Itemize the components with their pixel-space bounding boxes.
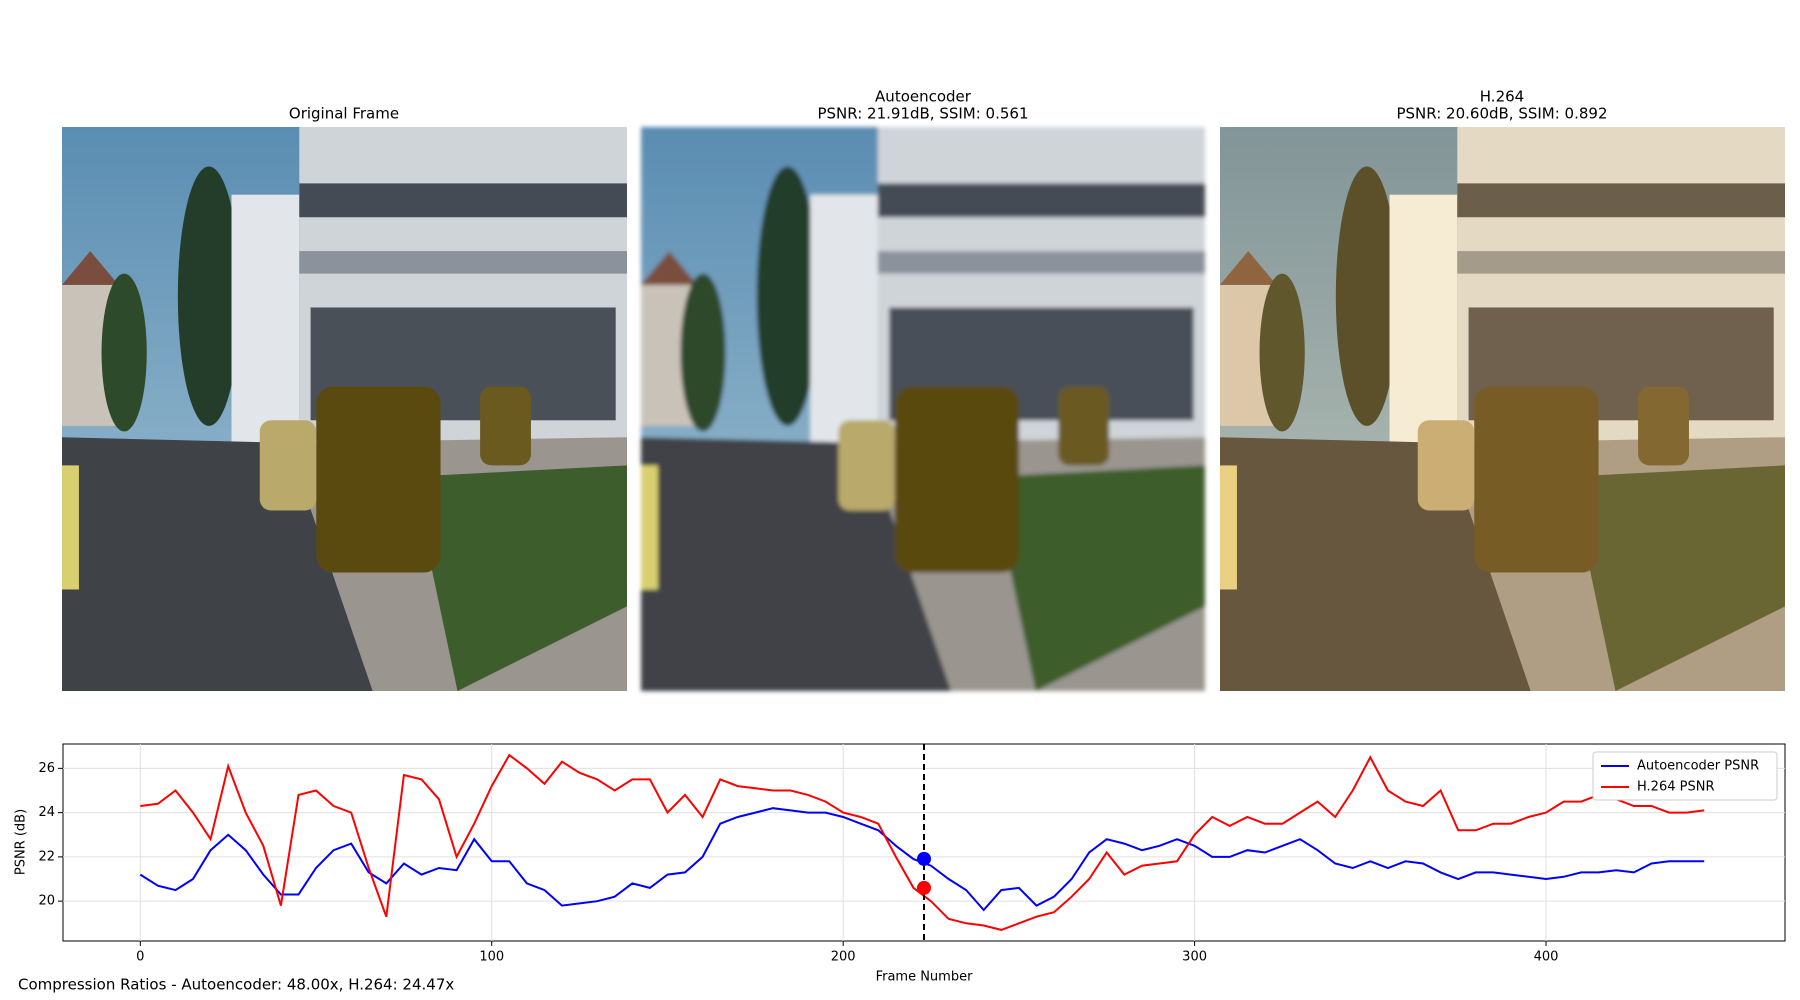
- footer: Compression Ratios - Autoencoder: 48.00x…: [18, 976, 454, 994]
- legend-box: [1592, 751, 1778, 801]
- x-tick-label: 0: [136, 950, 144, 965]
- panel-title: PSNR: 20.60dB, SSIM: 0.892: [1396, 105, 1607, 123]
- y-tick-label: 24: [38, 805, 55, 820]
- y-tick-label: 26: [38, 761, 55, 776]
- current-frame-point: [917, 851, 931, 866]
- panel-title: Original Frame: [289, 105, 399, 123]
- legend-label: H.264 PSNR: [1637, 780, 1714, 795]
- legend-label: Autoencoder PSNR: [1637, 759, 1759, 774]
- x-tick-label: 100: [479, 950, 504, 965]
- y-tick-label: 22: [38, 849, 55, 864]
- plot-frame: [62, 743, 1786, 942]
- x-tick-label: 300: [1182, 950, 1207, 965]
- h264-image: [1220, 127, 1785, 691]
- x-tick-label: 400: [1534, 950, 1559, 965]
- panel-title: H.264: [1480, 88, 1524, 106]
- panel-title: Autoencoder: [875, 88, 972, 106]
- autoencoder-image: [641, 127, 1205, 691]
- panel-title: PSNR: 21.91dB, SSIM: 0.561: [817, 105, 1028, 123]
- x-tick-label: 200: [831, 950, 856, 965]
- series-line: [140, 753, 1705, 931]
- y-tick-label: 20: [38, 894, 55, 909]
- x-axis-label: Frame Number: [876, 970, 974, 985]
- original-image: [62, 127, 627, 691]
- y-axis-label: PSNR (dB): [14, 809, 29, 875]
- current-frame-point: [917, 880, 931, 895]
